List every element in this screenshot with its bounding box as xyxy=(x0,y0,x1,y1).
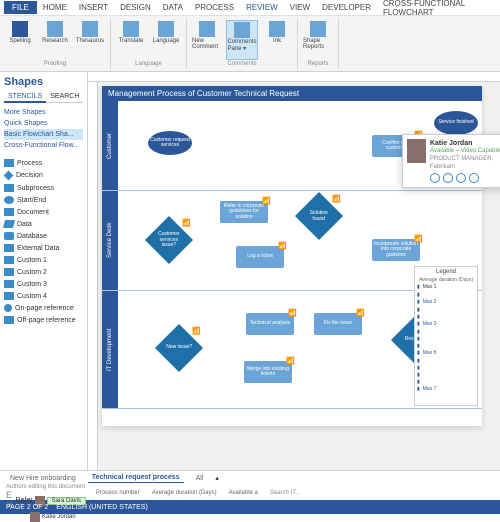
page-indicator[interactable]: PAGE 2 OF 2 xyxy=(6,504,48,511)
author-name-2[interactable]: Katie Jordan xyxy=(42,514,76,520)
signal-icon xyxy=(286,357,295,365)
signal-icon xyxy=(414,235,423,243)
signal-icon xyxy=(288,309,297,317)
im-icon[interactable] xyxy=(443,173,453,183)
search-it[interactable]: Search IT... xyxy=(270,490,300,496)
shape-custom-1[interactable]: Custom 1 xyxy=(4,254,83,266)
mail-icon[interactable] xyxy=(430,173,440,183)
stencils-tab[interactable]: STENCILS xyxy=(4,92,46,103)
collapse-icon[interactable]: ▴ xyxy=(215,474,219,482)
sheet-tab-2[interactable]: Technical request process xyxy=(88,473,184,483)
signal-icon xyxy=(262,197,271,205)
tab-developer[interactable]: DEVELOPER xyxy=(316,1,377,14)
shape-link[interactable]: Basic Flowchart Sha... xyxy=(4,129,83,140)
shape-external-data[interactable]: External Data xyxy=(4,242,83,254)
signal-icon xyxy=(332,195,341,203)
shape-link[interactable]: Quick Shapes xyxy=(4,118,83,129)
signal-icon xyxy=(278,242,287,250)
shape-custom-3[interactable]: Custom 3 xyxy=(4,278,83,290)
shape-start-end[interactable]: Start/End xyxy=(4,194,83,206)
shape-link[interactable]: More Shapes xyxy=(4,107,83,118)
ribbon-comments-pane-[interactable]: Comments Pane ▾ xyxy=(226,20,258,60)
legend: LegendAverage duration (Days)▮Max 1▮▮Max… xyxy=(414,266,478,406)
shapes-panel: Shapes STENCILS SEARCH More ShapesQuick … xyxy=(0,72,88,470)
signal-icon xyxy=(192,327,201,335)
presence-role: PRODUCT MANAGER, Fabrikam xyxy=(430,156,500,172)
ribbon-translate[interactable]: Translate xyxy=(115,20,147,60)
node-log[interactable]: Log a ticket xyxy=(236,246,284,268)
ribbon: SpellingResearchThesaurusProofingTransla… xyxy=(0,16,500,72)
tab-review[interactable]: REVIEW xyxy=(240,1,284,14)
ribbon-ink[interactable]: Ink xyxy=(261,20,293,60)
shapes-title: Shapes xyxy=(4,76,83,88)
shape-link[interactable]: Cross-Functional Flow... xyxy=(4,140,83,151)
canvas[interactable]: Management Process of Customer Technical… xyxy=(88,72,500,470)
presence-name: Katie Jordan xyxy=(430,139,500,148)
node-merge[interactable]: Merge into existing tickets xyxy=(244,361,292,383)
col-process: Process number xyxy=(96,490,140,496)
lane-label: Service Desk xyxy=(102,191,118,290)
lane-label: Customer xyxy=(102,101,118,190)
tab-process[interactable]: PROCESS xyxy=(189,1,240,14)
ribbon-new-comment[interactable]: New Comment xyxy=(191,20,223,60)
ribbon-spelling[interactable]: Spelling xyxy=(4,20,36,60)
search-tab[interactable]: SEARCH xyxy=(46,92,83,103)
node-end[interactable]: Service finished xyxy=(434,111,478,135)
language-indicator[interactable]: ENGLISH (UNITED STATES) xyxy=(56,504,148,511)
video-icon[interactable] xyxy=(469,173,479,183)
col-avail: Available a xyxy=(229,490,258,496)
tab-crossfunc[interactable]: CROSS-FUNCTIONAL FLOWCHART xyxy=(377,0,496,19)
ribbon-research[interactable]: Research xyxy=(39,20,71,60)
node-start[interactable]: Customer request services xyxy=(148,131,192,155)
shape-decision[interactable]: Decision xyxy=(4,169,83,182)
tab-data[interactable]: DATA xyxy=(157,1,189,14)
shape-off-page-reference[interactable]: Off-page reference xyxy=(4,314,83,326)
node-fix[interactable]: Fix the issue xyxy=(314,313,362,335)
shape-process[interactable]: Process xyxy=(4,157,83,169)
node-refer[interactable]: Refer to corporate guidelines for soluti… xyxy=(220,201,268,223)
shape-document[interactable]: Document xyxy=(4,206,83,218)
lane-label: IT Development xyxy=(102,291,118,408)
sheet-tab-all[interactable]: All xyxy=(192,474,208,483)
bottom-panel: New Hire onboarding Technical request pr… xyxy=(0,470,500,500)
ruler-horizontal xyxy=(88,72,500,82)
avatar xyxy=(407,139,426,163)
call-icon[interactable] xyxy=(456,173,466,183)
tab-home[interactable]: HOME xyxy=(37,1,73,14)
tab-insert[interactable]: INSERT xyxy=(73,1,114,14)
signal-icon xyxy=(356,309,365,317)
shape-custom-2[interactable]: Custom 2 xyxy=(4,266,83,278)
shape-on-page-reference[interactable]: On-page reference xyxy=(4,302,83,314)
shape-subprocess[interactable]: Subprocess xyxy=(4,182,83,194)
node-incorp[interactable]: Incorporate solution into corporate guid… xyxy=(372,239,420,261)
shape-database[interactable]: Database xyxy=(4,230,83,242)
col-duration: Average duration (Days) xyxy=(152,490,217,496)
tab-design[interactable]: DESIGN xyxy=(114,1,157,14)
file-tab[interactable]: FILE xyxy=(4,1,37,14)
ribbon-shape-reports[interactable]: Shape Reports xyxy=(302,20,334,60)
sheet-tab-1[interactable]: New Hire onboarding xyxy=(6,474,80,483)
ribbon-language[interactable]: Language xyxy=(150,20,182,60)
signal-icon xyxy=(182,219,191,227)
ruler-vertical xyxy=(88,82,98,470)
node-tech[interactable]: Technical analysis xyxy=(246,313,294,335)
menu-tabs: FILE HOME INSERT DESIGN DATA PROCESS REV… xyxy=(0,0,500,16)
ribbon-thesaurus[interactable]: Thesaurus xyxy=(74,20,106,60)
shape-data[interactable]: Data xyxy=(4,218,83,230)
presence-status: Available – Video Capable xyxy=(430,148,500,156)
diagram-title: Management Process of Customer Technical… xyxy=(102,86,482,101)
shape-custom-4[interactable]: Custom 4 xyxy=(4,290,83,302)
author-avatar-2 xyxy=(30,512,40,522)
tab-view[interactable]: VIEW xyxy=(284,1,316,14)
presence-card[interactable]: Katie Jordan Available – Video Capable P… xyxy=(402,134,500,188)
